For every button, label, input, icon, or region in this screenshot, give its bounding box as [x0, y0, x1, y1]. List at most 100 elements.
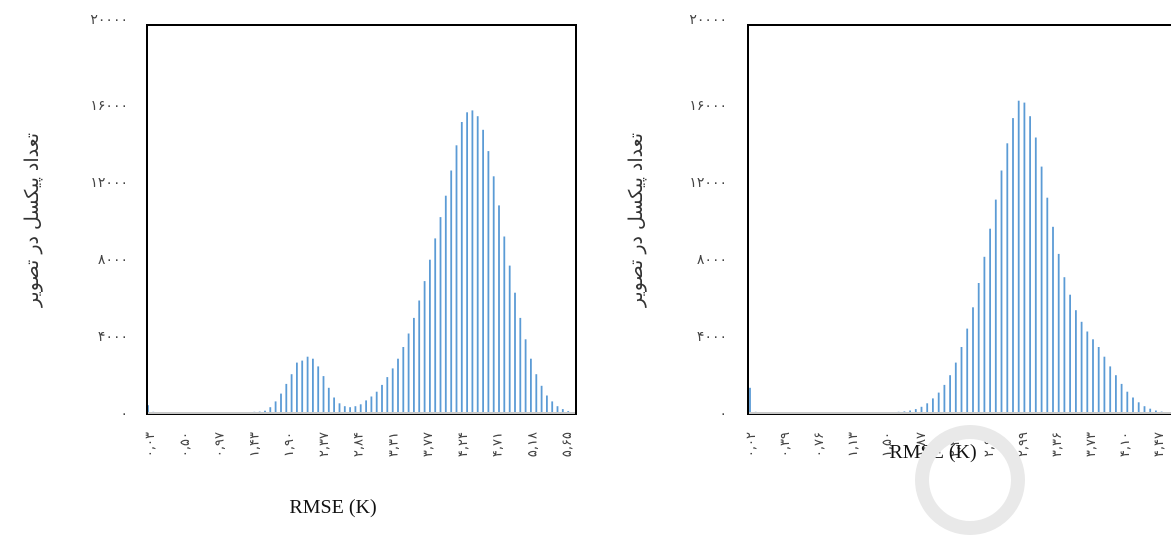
x-tick-label: ۴,۱۰	[1118, 432, 1133, 457]
histogram-bar	[1012, 118, 1014, 413]
right-histogram: ۰ ۴۰۰۰ ۸۰۰۰ ۱۲۰۰۰ ۱۶۰۰۰ ۲۰۰۰۰ تعداد پیکس…	[625, 12, 1171, 463]
histogram-bar	[450, 170, 453, 413]
x-tick-label: ۱,۹۰	[282, 432, 297, 457]
histogram-bar	[926, 403, 929, 413]
histogram-bar	[949, 375, 951, 413]
histogram-bar	[423, 281, 426, 413]
histogram-bar	[1046, 197, 1049, 413]
right-y-tick-label: ۲۰۰۰۰	[689, 12, 727, 28]
x-tick-label: ۵,۶۵	[560, 432, 575, 457]
histogram-bar	[914, 409, 917, 413]
histogram-bar	[492, 176, 495, 413]
histogram-bar	[1080, 321, 1083, 413]
histogram-bar	[338, 403, 341, 413]
histogram-bar	[1034, 137, 1037, 413]
histogram-bar	[264, 410, 266, 413]
left-x-axis-title: RMSE (K)	[289, 496, 376, 518]
histogram-bar	[561, 409, 564, 413]
histogram-bar	[1017, 100, 1020, 413]
histogram-bar	[1137, 402, 1140, 413]
left-y-tick-label: ۴۰۰۰	[98, 329, 128, 345]
histogram-bar	[983, 256, 986, 413]
left-plot-frame	[146, 24, 577, 415]
right-y-tick-label: ۰	[719, 406, 727, 422]
histogram-bar	[402, 347, 405, 413]
histogram-bar	[290, 374, 293, 413]
histogram-bar	[960, 347, 963, 413]
x-tick-label: ۳,۷۷	[421, 432, 436, 457]
histogram-bar	[1126, 391, 1129, 413]
histogram-bar	[546, 395, 548, 413]
left-y-tick-label: ۸۰۰۰	[98, 252, 128, 268]
histogram-bar	[1132, 397, 1134, 413]
histogram-bar	[1023, 102, 1026, 413]
histogram-bar	[1052, 226, 1054, 413]
histogram-bar	[749, 387, 751, 413]
histogram-bar	[1155, 410, 1157, 413]
histogram-bar	[937, 392, 940, 413]
histogram-bar	[503, 236, 506, 413]
histogram-bar	[386, 377, 389, 413]
histogram-bar	[306, 356, 309, 413]
histogram-bar	[296, 362, 298, 413]
x-tick-label: ۱,۵۰	[880, 432, 895, 457]
histogram-bar	[1149, 408, 1152, 413]
histogram-bar	[1069, 294, 1071, 413]
histogram-bar	[1103, 356, 1106, 413]
histogram-bar	[359, 404, 362, 413]
right-y-tick-label: ۱۶۰۰۰	[689, 98, 727, 114]
histogram-bar	[487, 151, 490, 413]
x-tick-label: ۰,۰۲	[744, 432, 759, 457]
x-tick-label: ۴,۲۴	[456, 432, 471, 457]
histogram-bar	[498, 205, 500, 413]
histogram-bar	[1000, 170, 1003, 413]
histogram-bar	[514, 292, 516, 413]
histogram-bar	[317, 366, 320, 413]
histogram-bar	[519, 317, 522, 413]
histogram-bar	[322, 376, 325, 413]
histogram-bar	[1120, 383, 1123, 413]
left-histogram: ۰ ۴۰۰۰ ۸۰۰۰ ۱۲۰۰۰ ۱۶۰۰۰ ۲۰۰۰۰ تعداد پیکس…	[21, 12, 577, 518]
histogram-bar	[333, 397, 335, 413]
histogram-bar	[460, 122, 463, 413]
histogram-bar	[455, 145, 458, 414]
histogram-bar	[312, 358, 314, 413]
histogram-bar	[274, 401, 277, 413]
histogram-bar	[327, 387, 330, 413]
histogram-bar	[1006, 143, 1009, 414]
histogram-bar	[466, 112, 468, 414]
histogram-bar	[482, 129, 484, 414]
histogram-bar	[370, 396, 373, 413]
histogram-bar	[418, 300, 421, 413]
histogram-bar	[994, 199, 997, 413]
histogram-bar	[343, 406, 346, 413]
histogram-bar	[540, 385, 543, 413]
left-bars	[147, 110, 575, 414]
histogram-bar	[1092, 339, 1094, 413]
histogram-bar	[397, 358, 399, 413]
histogram-bar	[1097, 347, 1100, 413]
histogram-bar	[932, 398, 934, 413]
right-plot-frame	[747, 24, 1171, 415]
x-tick-label: ۲,۹۹	[1016, 432, 1031, 457]
x-tick-label: ۱,۴۳	[247, 432, 262, 457]
histogram-bar	[508, 265, 511, 413]
histogram-bar	[444, 195, 447, 413]
histogram-bar	[1029, 116, 1031, 413]
x-tick-label: ۴,۴۷	[1152, 432, 1167, 457]
histogram-bar	[943, 384, 946, 413]
histogram-bar	[413, 317, 415, 413]
histogram-bar	[909, 410, 911, 413]
histogram-bar	[381, 384, 383, 413]
histogram-bar	[407, 333, 410, 413]
right-bars	[749, 100, 1169, 414]
histogram-bar	[556, 406, 559, 413]
left-y-tick-label: ۲۰۰۰۰	[90, 12, 128, 28]
x-tick-label: ۳,۳۶	[1050, 432, 1065, 457]
histogram-bar	[439, 217, 442, 413]
right-y-axis-title: تعداد پیکسل در تصویر	[625, 133, 647, 308]
x-tick-label: ۳,۳۱	[386, 432, 401, 457]
x-tick-label: ۰,۹۷	[213, 432, 228, 457]
histogram-bar	[535, 374, 538, 413]
histogram-bar	[966, 328, 969, 413]
